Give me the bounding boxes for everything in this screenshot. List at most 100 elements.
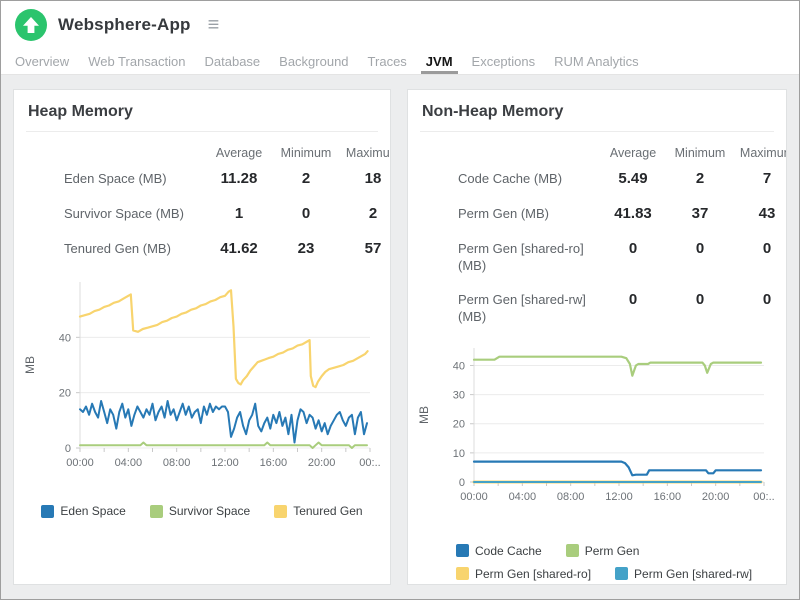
legend-item-perm-gen[interactable]: Perm Gen [565, 543, 640, 558]
stat-value: 0 [628, 239, 638, 257]
row-label: Code Cache (MB) [458, 171, 563, 186]
legend-label: Perm Gen [shared-rw] [634, 566, 753, 581]
svg-text:20:00: 20:00 [702, 491, 730, 503]
tab-overview[interactable]: Overview [15, 54, 70, 69]
svg-text:0: 0 [65, 443, 71, 455]
legend-item-perm-gen-shared-rw[interactable]: Perm Gen [shared-rw] [615, 567, 752, 581]
app-header: Websphere-App ≡ [1, 1, 799, 49]
svg-text:40: 40 [59, 333, 71, 345]
stats-row-perm-gen-mb: Perm Gen (MB) 41.83 37 43 [458, 197, 786, 232]
legend-row: Perm Gen [shared-ro] Perm Gen [shared-rw] [456, 567, 786, 581]
legend-label: Code Cache [475, 543, 542, 558]
stat-value: 2 [695, 170, 705, 187]
stat-value: 23 [297, 239, 315, 257]
content-area: Heap Memory Average Minimum Maximum Eden Sp… [1, 75, 799, 599]
app-title: Websphere-App [58, 15, 191, 34]
stat-value: 41.62 [220, 239, 258, 257]
stat-value: 0 [628, 290, 638, 308]
legend-label: Perm Gen [584, 543, 640, 558]
stat-value: 41.83 [614, 204, 652, 222]
stat-value: 5.49 [618, 170, 648, 187]
legend-label: Eden Space [60, 504, 126, 519]
app-health-up-icon [15, 9, 47, 41]
tab-exceptions[interactable]: Exceptions [471, 54, 536, 69]
tab-web-transaction[interactable]: Web Transaction [88, 54, 186, 69]
svg-text:12:00: 12:00 [211, 457, 239, 469]
series-perm-gen [472, 355, 763, 377]
svg-text:MB: MB [417, 406, 431, 424]
stat-value: 0 [762, 239, 772, 257]
stat-value: 7 [762, 170, 772, 187]
stat-value: 37 [691, 204, 709, 222]
stat-value: 0 [762, 290, 772, 308]
panel-title: Non-Heap Memory [422, 103, 564, 120]
divider [420, 131, 774, 132]
svg-text:00:..: 00:.. [753, 491, 774, 503]
legend-item-eden-space[interactable]: Eden Space [41, 504, 126, 519]
legend-item-code-cache[interactable]: Code Cache [456, 544, 542, 558]
row-label: Perm Gen [shared-rw] (MB) [458, 291, 586, 325]
column-header-average: Average [215, 146, 263, 160]
panel-non-heap-memory: Non-Heap Memory Average Minimum Maximum Cod… [407, 89, 787, 585]
svg-text:00:00: 00:00 [66, 457, 94, 469]
legend-item-tenured-gen[interactable]: Tenured Gen [274, 504, 363, 519]
svg-text:10: 10 [453, 448, 465, 460]
svg-text:MB: MB [23, 356, 37, 374]
column-header-maximum: Maximum [345, 146, 390, 160]
series-code-cache [472, 460, 763, 477]
svg-text:04:00: 04:00 [115, 457, 143, 469]
legend-swatch [274, 504, 288, 518]
legend-item-survivor-space[interactable]: Survivor Space [149, 504, 251, 519]
tab-traces[interactable]: Traces [367, 54, 407, 69]
stat-value: 0 [695, 239, 705, 257]
tab-database[interactable]: Database [204, 54, 261, 69]
panel-title: Heap Memory [28, 103, 133, 120]
svg-text:20: 20 [453, 418, 465, 430]
legend-swatch [149, 504, 163, 518]
stat-value: 57 [364, 239, 382, 257]
svg-text:00:00: 00:00 [460, 491, 488, 503]
stat-value: 1 [234, 204, 244, 222]
svg-text:16:00: 16:00 [654, 491, 682, 503]
stats-row-perm-gen-shared-rw-mb: Perm Gen [shared-rw] (MB) 0 0 0 [458, 283, 786, 334]
row-label: Perm Gen (MB) [458, 205, 550, 221]
svg-text:0: 0 [459, 477, 465, 489]
series-survivor-space [79, 441, 368, 450]
stat-value: 2 [301, 170, 311, 187]
stats-row-eden-space-mb: Eden Space (MB) 11.28 2 18 [64, 162, 390, 197]
series-eden-space [79, 400, 368, 444]
svg-text:30: 30 [453, 389, 465, 401]
svg-text:12:00: 12:00 [605, 491, 633, 503]
stats-header-row: Average Minimum Maximum [64, 140, 390, 162]
stat-value: 43 [758, 204, 776, 222]
stats-row-code-cache-mb: Code Cache (MB) 5.49 2 7 [458, 162, 786, 197]
legend-swatch [456, 544, 469, 558]
legend-label: Survivor Space [168, 504, 251, 519]
divider [26, 131, 378, 132]
column-header-average: Average [609, 146, 657, 160]
non-heap-chart-legend: Code Cache Perm Gen Perm Gen [shared-ro] Pe… [456, 544, 786, 581]
svg-text:08:00: 08:00 [163, 457, 191, 469]
legend-label: Tenured Gen [293, 504, 363, 519]
row-label: Perm Gen [shared-ro] (MB) [458, 240, 584, 274]
tab-background[interactable]: Background [279, 54, 349, 69]
svg-text:04:00: 04:00 [509, 491, 537, 503]
non-heap-memory-chart: 0 10 20 30 40 00:00 04:00 08:00 12:00 16:00 20:00 0… [417, 347, 775, 503]
stats-row-perm-gen-shared-ro-mb: Perm Gen [shared-ro] (MB) 0 0 0 [458, 232, 786, 283]
stat-value: 18 [364, 170, 382, 187]
row-label: Eden Space (MB) [64, 171, 167, 186]
column-header-minimum: Minimum [674, 146, 726, 160]
column-header-minimum: Minimum [280, 146, 332, 160]
stats-header-row: Average Minimum Maximum [458, 140, 786, 162]
legend-item-perm-gen-shared-ro[interactable]: Perm Gen [shared-ro] [456, 567, 591, 581]
svg-text:40: 40 [453, 360, 465, 372]
hamburger-menu-icon[interactable]: ≡ [207, 14, 220, 36]
tab-bar: Overview Web Transaction Database Backgroun… [1, 49, 799, 75]
legend-swatch [615, 567, 629, 581]
heap-stats-table: Average Minimum Maximum Eden Space (MB) 11.2… [64, 140, 390, 266]
tab-rum-analytics[interactable]: RUM Analytics [554, 54, 639, 69]
legend-row: Eden Space Survivor Space Tenured Gen [14, 504, 390, 518]
tab-jvm[interactable]: JVM [420, 49, 458, 74]
svg-text:08:00: 08:00 [557, 491, 585, 503]
stat-value: 0 [301, 204, 311, 222]
